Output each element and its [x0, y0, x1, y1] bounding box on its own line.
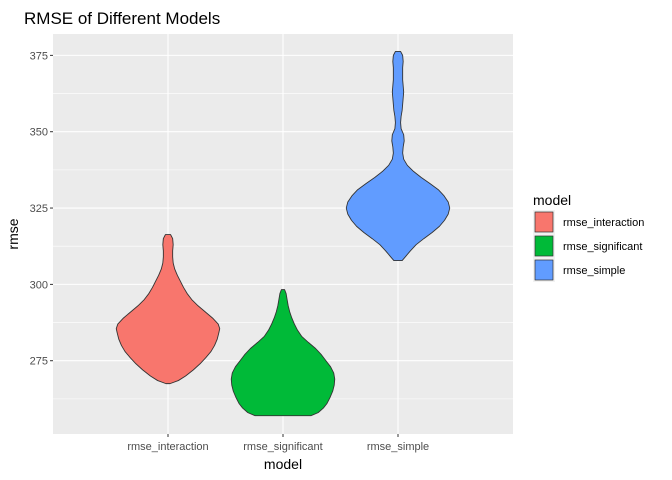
legend-label: rmse_significant: [563, 241, 642, 253]
y-tick-label: 300: [30, 279, 48, 291]
legend-title: model: [533, 192, 571, 208]
x-tick-label: rmse_simple: [367, 441, 429, 453]
legend-label: rmse_interaction: [563, 217, 644, 229]
y-axis: 275 300 325 350 375: [30, 50, 53, 368]
violin-rmse_significant: [230, 289, 336, 417]
y-axis-title: rmse: [5, 218, 21, 249]
y-tick-label: 275: [30, 356, 48, 368]
y-tick-label: 375: [30, 50, 48, 62]
legend-label: rmse_simple: [563, 265, 625, 277]
x-axis-title: model: [264, 456, 302, 472]
x-tick-label: rmse_interaction: [127, 441, 208, 453]
x-tick-label: rmse_significant: [243, 441, 322, 453]
legend: model rmse_interaction rmse_significantrm…: [533, 192, 644, 282]
violins: [115, 50, 451, 417]
x-axis: rmse_interaction rmse_significant rmse_sim…: [127, 434, 429, 453]
y-tick-label: 325: [30, 203, 48, 215]
chart-title: RMSE of Different Models: [24, 9, 220, 28]
legend-swatch-rmse_interaction: [534, 211, 554, 233]
legend-swatch-rmse_simple: [534, 259, 554, 281]
legend-swatch-rmse_significant: [534, 235, 554, 257]
violin-rmse_simple: [345, 50, 451, 262]
y-tick-label: 350: [30, 127, 48, 139]
violin-rmse_interaction: [115, 234, 221, 385]
